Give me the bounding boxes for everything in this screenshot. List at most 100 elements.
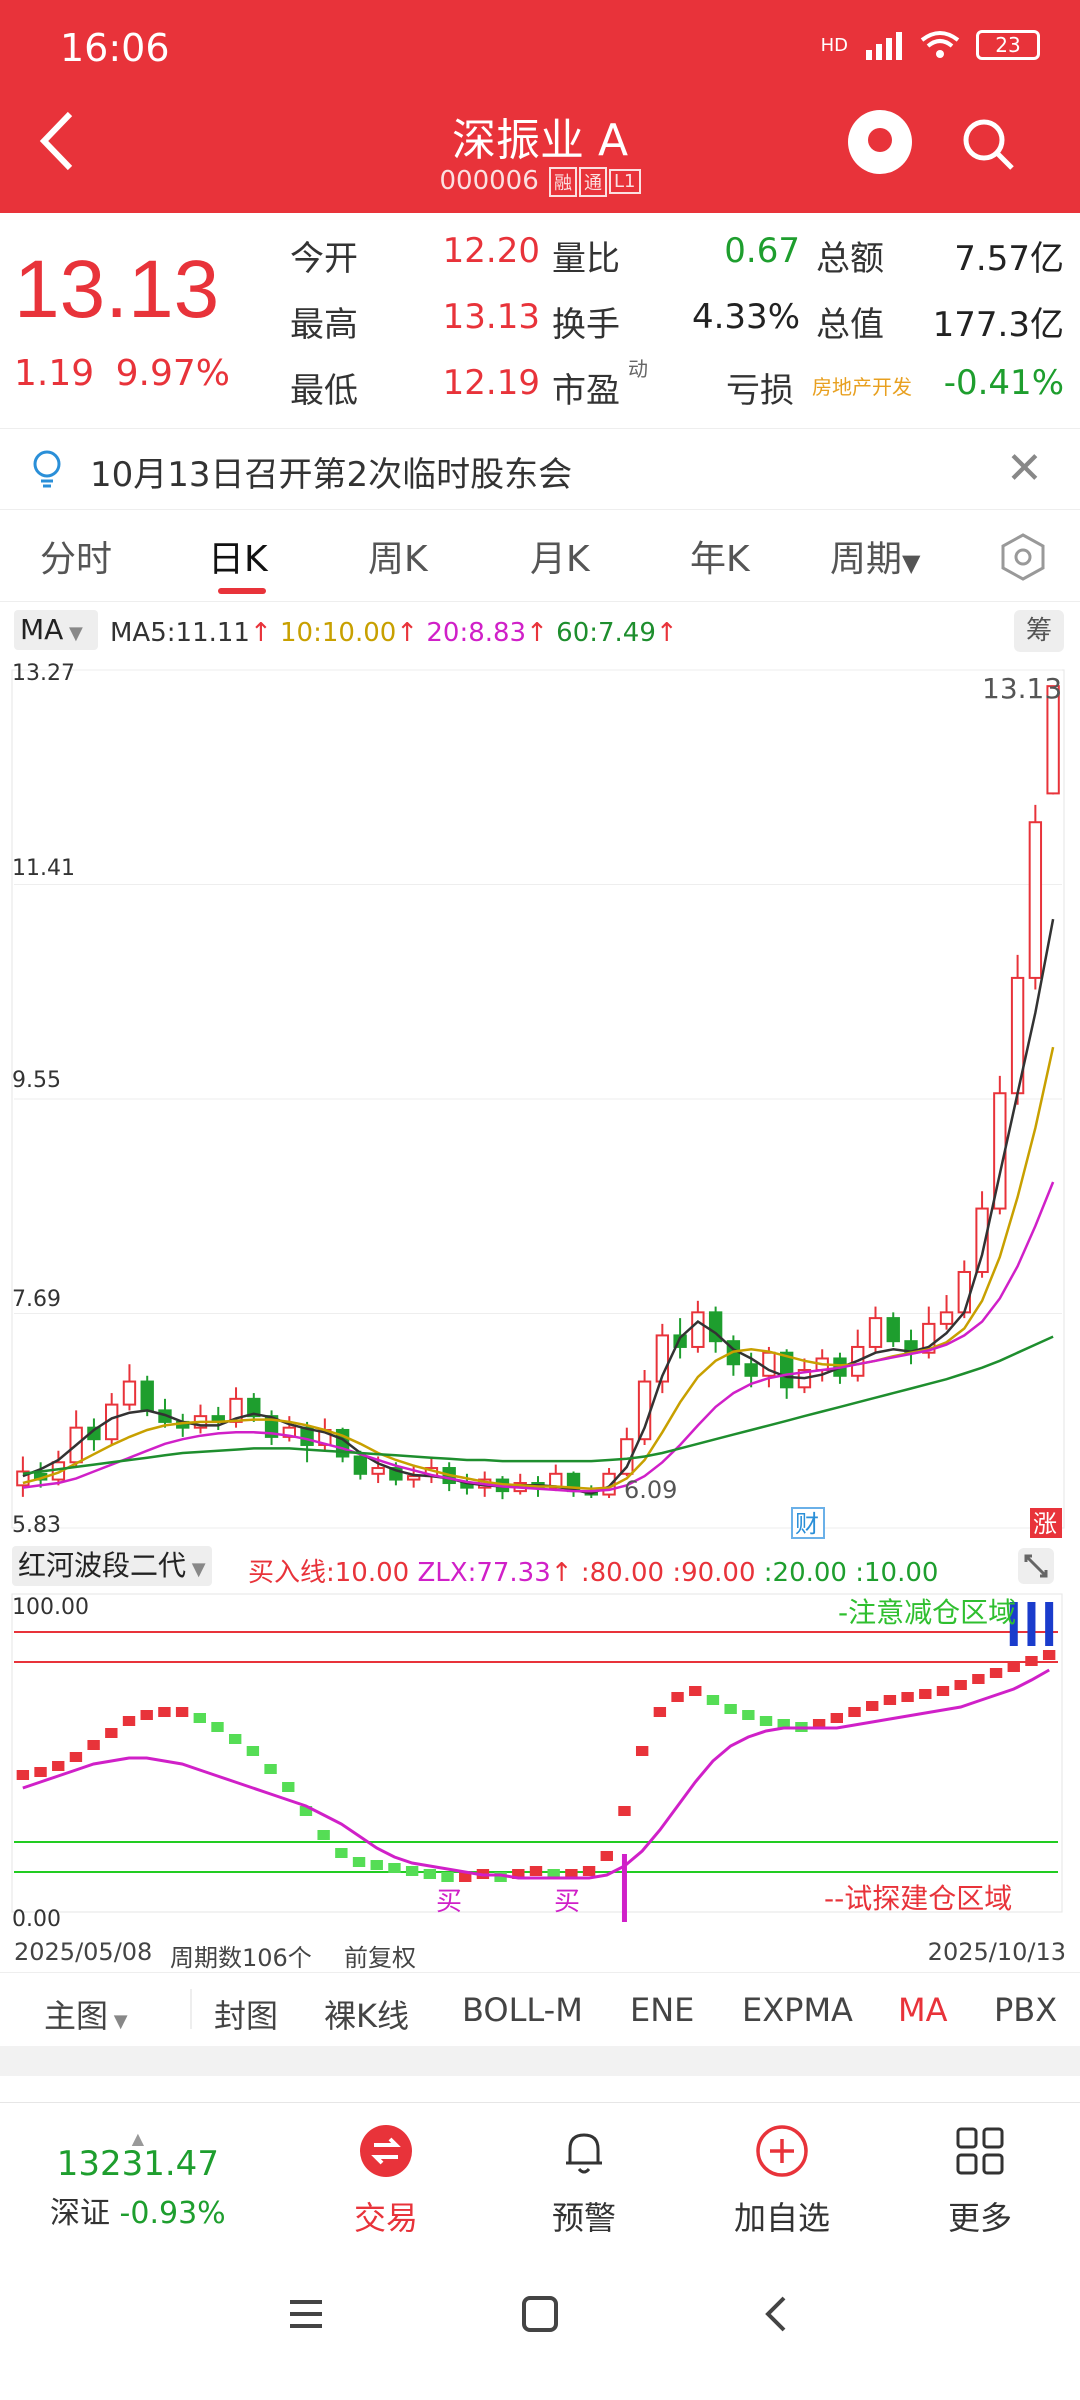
tab-period-dropdown[interactable]: 周期▼ [830, 530, 920, 582]
wave-bar [122, 1716, 136, 1726]
label-loss: 亏损 [726, 371, 794, 411]
wave-bar [34, 1767, 47, 1777]
back-icon[interactable] [756, 2294, 796, 2334]
index-value: 13231.47 [56, 2144, 219, 2184]
battery-icon: 23 [976, 30, 1040, 60]
price-change: 1.19 9.97% [14, 353, 230, 394]
caret-down-icon: ▼ [902, 549, 921, 577]
ma5-value: MA5:11.11 [110, 618, 250, 648]
close-icon[interactable]: ✕ [1006, 443, 1043, 494]
value-high: 13.13 [442, 297, 540, 337]
value-turnover-amount: 7.57亿 [954, 239, 1064, 279]
nav-trade[interactable]: 交易 [326, 2123, 446, 2239]
system-nav-bar [0, 2252, 1080, 2400]
top-signal-bar [1045, 1602, 1054, 1646]
wave-bar [388, 1863, 401, 1873]
candle-body [406, 1475, 421, 1481]
wave-bar [512, 1869, 525, 1879]
indicator-legend: 红河波段二代 ▼ 买入线:10.00 ZLX:77.33↑ :80.00 :90… [0, 1542, 1080, 1592]
candle-body [975, 1207, 989, 1273]
candle-body [122, 1380, 137, 1406]
candle-body [389, 1467, 403, 1481]
grid-icon [956, 2127, 1004, 2175]
wave-bar [317, 1830, 330, 1840]
candle-body [957, 1270, 971, 1314]
ind-tab-fengtu[interactable]: 封图 [214, 1997, 279, 2035]
nav-more[interactable]: 更多 [920, 2123, 1040, 2239]
param-10: :10.00 [855, 1558, 939, 1588]
label-turnover-amount: 总额 [816, 239, 884, 279]
y-tick-label: 11.41 [12, 856, 75, 881]
ind-tab-ma[interactable]: MA [898, 1991, 948, 2029]
tab-weekly-k[interactable]: 周K [368, 539, 428, 580]
industry-tag[interactable]: 房地产开发 [812, 375, 912, 399]
ind-tab-boll-m[interactable]: BOLL-M [462, 1991, 583, 2029]
current-price: 13.13 [14, 244, 220, 335]
up-arrow-icon: ↑ [526, 618, 548, 648]
value-turnover-rate: 4.33% [691, 297, 800, 337]
trade-icon [360, 2125, 412, 2177]
index-ticker[interactable]: ▲ 13231.47 深证 -0.93% [50, 2129, 226, 2232]
up-arrow-icon: ↑ [249, 618, 272, 648]
kline-chart[interactable]: 13.27 11.41 9.55 7.69 5.83 13.13 6.09 财 … [0, 660, 1080, 1542]
param-90: :90.00 [672, 1558, 756, 1588]
tag-margin: 融 [549, 166, 578, 197]
candle-body [1046, 685, 1060, 795]
tab-intraday[interactable]: 分时 [40, 539, 113, 580]
wave-bar [706, 1695, 720, 1705]
finance-marker: 财 [795, 1510, 819, 1538]
param-80: :80.00 [580, 1558, 665, 1588]
indicator-selector[interactable]: 红河波段二代 ▼ [12, 1546, 212, 1586]
caret-down-icon: ▼ [108, 2011, 128, 2032]
wave-bar [529, 1866, 543, 1876]
nav-add-watchlist[interactable]: 加自选 [722, 2123, 842, 2239]
tab-yearly-k[interactable]: 年K [690, 539, 750, 580]
nav-alert[interactable]: 预警 [524, 2123, 644, 2239]
indicator-chart[interactable]: 100.00 0.00 -注意减仓区域 --试探建仓区域 买 买 [0, 1592, 1080, 1932]
end-date: 2025/10/13 [927, 1938, 1066, 1966]
chart-frame [11, 1593, 1063, 1913]
high-price-label: 13.13 [982, 672, 1062, 705]
ma-legend: MA ▼ MA5:11.11↑ 10:10.00↑ 20:8.83↑ 60:7.… [0, 604, 1080, 660]
indicator-params: 买入线:10.00 ZLX:77.33↑ :80.00 :90.00 :20.0… [248, 1552, 938, 1589]
wave-bar [618, 1806, 631, 1816]
back-arrow-icon[interactable] [36, 106, 86, 186]
wave-bar [264, 1764, 277, 1774]
expand-icon[interactable] [1016, 1546, 1056, 1586]
ind-tab-pbx[interactable]: PBX [994, 1991, 1058, 2029]
bell-icon [566, 2133, 602, 2174]
ind-tab-naked-k[interactable]: 裸K线 [324, 1997, 409, 2035]
candle-body [691, 1311, 705, 1348]
chip-distribution-button[interactable]: 筹 [1014, 610, 1064, 652]
mascot-icon[interactable] [848, 110, 912, 174]
value-market-cap: 177.3亿 [932, 305, 1064, 345]
y-tick-label: 100.00 [12, 1595, 89, 1620]
index-name: 深证 [50, 2196, 110, 2231]
ma20-value: 20:8.83 [426, 618, 527, 648]
app-header: 16:06 HD 23 深振业 A 000006 融通 L1 [0, 0, 1080, 213]
search-icon[interactable] [960, 116, 1016, 172]
wave-bar [954, 1680, 967, 1690]
notice-bar[interactable]: 10月13日召开第2次临时股东会 ✕ [0, 428, 1080, 510]
finance-marker-box[interactable] [791, 1507, 825, 1539]
main-chart-selector[interactable]: 主图 ▼ [44, 1991, 128, 2037]
wave-bar [936, 1686, 950, 1696]
settings-hexagon-icon[interactable] [998, 532, 1048, 582]
candle-body [16, 1470, 30, 1487]
wave-bar [689, 1686, 702, 1696]
candle-body [886, 1317, 900, 1343]
wave-bar [1042, 1650, 1056, 1660]
ma-values: MA5:11.11↑ 10:10.00↑ 20:8.83↑ 60:7.49↑ [110, 618, 678, 648]
ind-tab-expma[interactable]: EXPMA [742, 1991, 853, 2029]
menu-icon[interactable] [286, 2294, 326, 2334]
ma-selector[interactable]: MA ▼ [14, 610, 98, 650]
status-time: 16:06 [60, 26, 170, 70]
ind-tab-ene[interactable]: ENE [630, 1991, 695, 2029]
tab-daily-k[interactable]: 日K [208, 539, 268, 580]
wave-bar [335, 1848, 348, 1858]
wave-bar [370, 1860, 383, 1870]
period-tabs: 分时 日K 周K 月K 年K 周期▼ [0, 512, 1080, 602]
home-icon[interactable] [520, 2294, 560, 2334]
ma60-value: 60:7.49 [556, 618, 656, 648]
tab-monthly-k[interactable]: 月K [530, 539, 590, 580]
